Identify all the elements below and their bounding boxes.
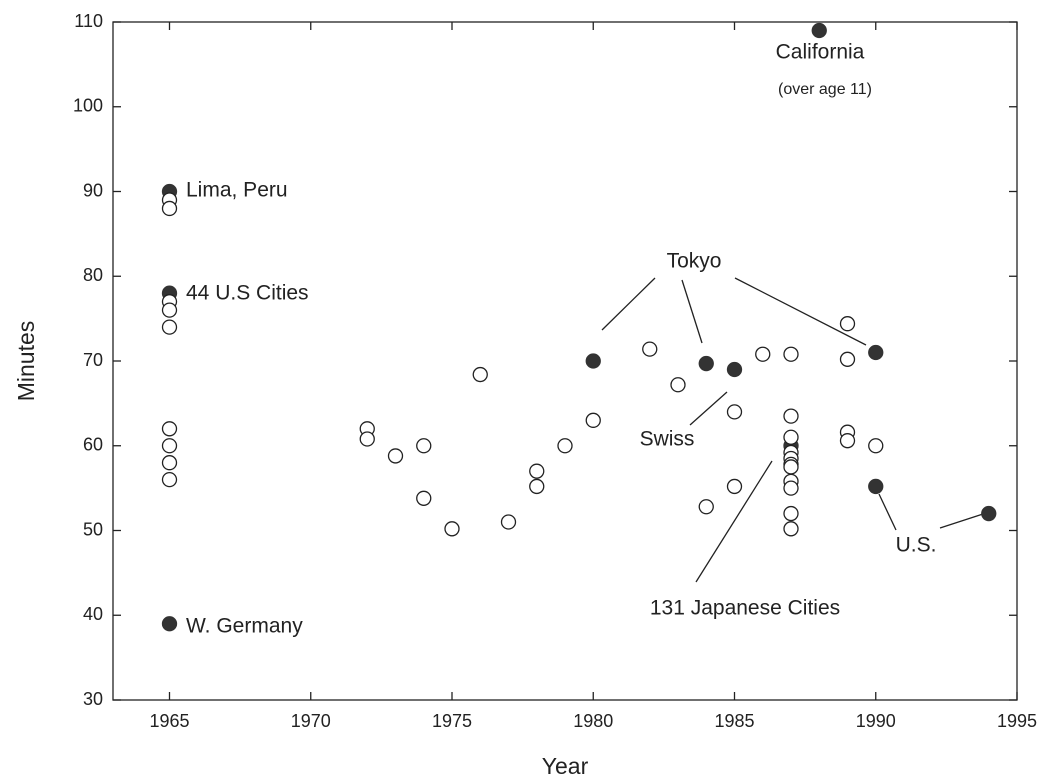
x-tick-label: 1990 — [856, 711, 896, 731]
leader-lines — [601, 277, 984, 583]
x-tick-label: 1985 — [714, 711, 754, 731]
filled-point — [811, 22, 827, 39]
annotation: Swiss — [640, 428, 695, 451]
open-point — [783, 346, 799, 362]
open-point — [783, 429, 799, 445]
open-point — [755, 346, 771, 362]
leader-line — [939, 513, 984, 529]
open-point — [529, 478, 545, 495]
y-tick-label: 110 — [74, 11, 103, 31]
filled-point — [726, 361, 743, 378]
open-point — [472, 366, 488, 383]
annotation: (over age 11) — [778, 81, 872, 98]
open-point — [642, 341, 658, 357]
open-point — [416, 490, 432, 506]
open-point — [161, 302, 178, 318]
leader-line — [734, 277, 867, 346]
open-point — [839, 316, 856, 332]
open-point — [161, 455, 178, 471]
open-point — [529, 463, 545, 479]
filled-point — [698, 355, 714, 372]
y-axis-label: Minutes — [13, 321, 39, 402]
open-point — [161, 421, 178, 437]
open-point — [868, 438, 884, 454]
y-tick-label: 50 — [83, 519, 103, 539]
open-point — [500, 514, 517, 530]
open-point — [161, 471, 178, 488]
filled-point — [981, 505, 997, 522]
y-tick-label: 40 — [83, 604, 103, 624]
open-point — [698, 499, 714, 515]
open-point — [839, 433, 856, 449]
open-point — [161, 200, 178, 217]
y-tick-label: 70 — [83, 350, 103, 370]
leader-line — [695, 460, 773, 583]
annotation: 131 Japanese Cities — [650, 597, 840, 620]
open-point — [444, 521, 460, 537]
open-point — [783, 480, 799, 496]
annotation: 44 U.S Cities — [186, 282, 309, 305]
annotation: California — [776, 41, 865, 64]
leader-line — [689, 391, 728, 426]
x-tick-label: 1965 — [149, 711, 189, 731]
filled-point — [161, 616, 178, 632]
x-tick-label: 1995 — [997, 711, 1037, 731]
y-tick-label: 60 — [83, 435, 103, 455]
x-tick-label: 1970 — [291, 711, 331, 731]
leader-line — [601, 277, 656, 331]
open-point — [359, 431, 375, 447]
annotation: W. Germany — [186, 615, 303, 638]
y-tick-label: 30 — [83, 689, 103, 709]
open-point — [387, 448, 404, 464]
open-point — [783, 521, 799, 537]
leader-line — [878, 493, 897, 531]
x-tick-label: 1975 — [432, 711, 472, 731]
y-tick-label: 80 — [83, 265, 103, 285]
open-point — [161, 438, 178, 454]
annotation: Tokyo — [667, 250, 722, 273]
x-axis-label: Year — [542, 753, 589, 779]
annotation: U.S. — [896, 534, 937, 557]
open-point — [557, 438, 573, 454]
open-point — [726, 478, 743, 495]
open-point — [416, 438, 432, 454]
open-point — [783, 459, 799, 475]
y-tick-label: 90 — [83, 180, 103, 200]
plot-frame — [112, 21, 1018, 701]
open-point — [783, 408, 799, 424]
filled-point — [868, 478, 884, 495]
x-tick-label: 1980 — [573, 711, 613, 731]
open-point — [839, 351, 856, 367]
open-point — [585, 412, 601, 428]
open-point — [670, 377, 686, 393]
filled-point — [585, 353, 601, 369]
open-point — [783, 505, 799, 522]
leader-line — [681, 279, 703, 344]
y-tick-label: 100 — [73, 96, 103, 116]
open-point — [726, 404, 743, 420]
open-point — [161, 319, 178, 335]
filled-point — [868, 344, 884, 361]
annotation: Lima, Peru — [186, 179, 288, 202]
